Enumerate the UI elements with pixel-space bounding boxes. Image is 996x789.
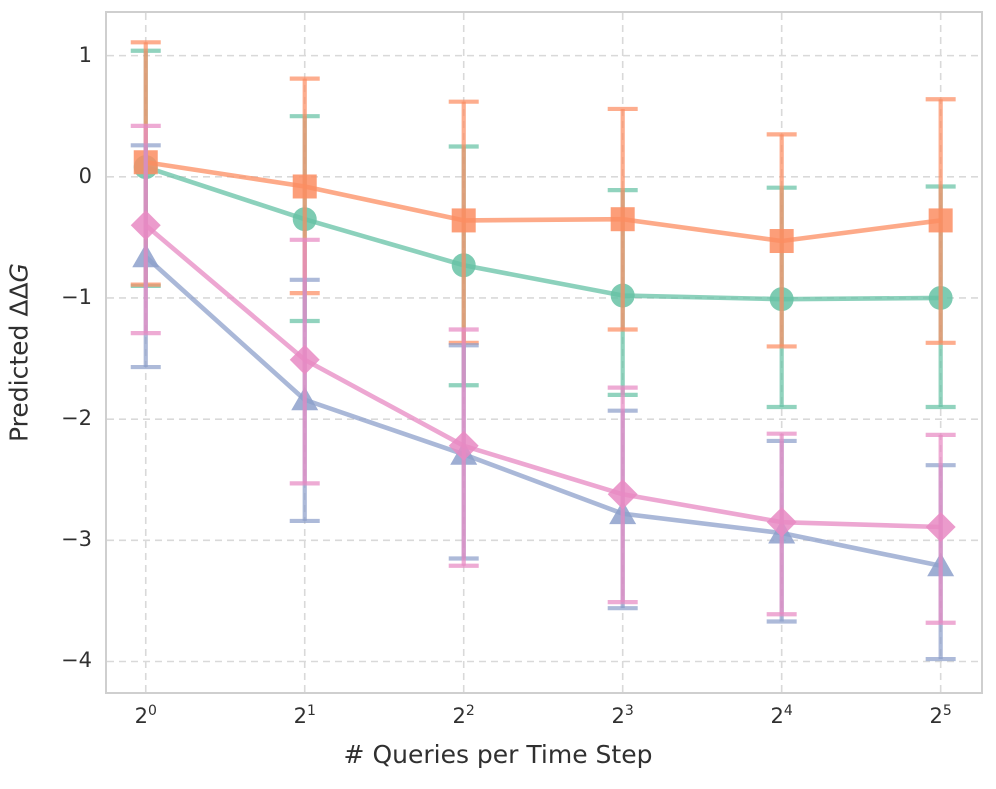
x-tick-label: 24 [747, 703, 817, 728]
x-tick-base: 2 [452, 704, 466, 728]
x-tick-label: 20 [111, 703, 181, 728]
marker-diamond [289, 344, 320, 375]
x-axis-title: # Queries per Time Step [343, 740, 653, 769]
marker-diamond [130, 210, 161, 241]
series-line [145, 159, 941, 244]
marker-square [928, 208, 953, 233]
y-axis-title: Predicted ΔΔG [5, 198, 34, 508]
x-tick-label: 25 [906, 703, 976, 728]
x-tick-label: 21 [270, 703, 340, 728]
x-tick-base: 2 [134, 704, 148, 728]
x-tick-label: 22 [429, 703, 499, 728]
y-tick-label: −1 [61, 284, 92, 309]
x-tick-label: 23 [588, 703, 658, 728]
x-tick-exponent: 1 [306, 703, 316, 719]
marker-square [292, 174, 317, 199]
x-tick-exponent: 2 [465, 703, 475, 719]
y-tick-label: 1 [78, 42, 92, 67]
x-tick-base: 2 [293, 704, 307, 728]
x-tick-exponent: 3 [624, 703, 634, 719]
y-tick-label: −4 [61, 648, 92, 673]
x-tick-exponent: 4 [783, 703, 793, 719]
x-tick-base: 2 [770, 704, 784, 728]
marker-diamond [448, 430, 479, 461]
x-tick-base: 2 [611, 704, 625, 728]
marker-square [769, 229, 794, 254]
y-tick-label: −2 [61, 406, 92, 431]
plot-area [105, 11, 983, 694]
series-line [144, 255, 942, 569]
marker-square [610, 207, 635, 232]
marker-square [451, 208, 476, 233]
x-tick-exponent: 0 [147, 703, 157, 719]
marker-diamond [925, 512, 956, 542]
y-axis-title-math: G [4, 263, 34, 283]
series-orange-square [130, 40, 956, 349]
series-pink-diamond [130, 123, 956, 625]
marker-diamond [607, 479, 638, 510]
y-tick-label: −3 [61, 527, 92, 552]
y-tick-label: 0 [78, 163, 92, 188]
series-line [145, 164, 941, 302]
x-tick-exponent: 5 [942, 703, 952, 719]
x-tick-base: 2 [929, 704, 943, 728]
y-axis-title-text: Predicted ΔΔ [4, 282, 34, 442]
series-line [144, 223, 941, 530]
